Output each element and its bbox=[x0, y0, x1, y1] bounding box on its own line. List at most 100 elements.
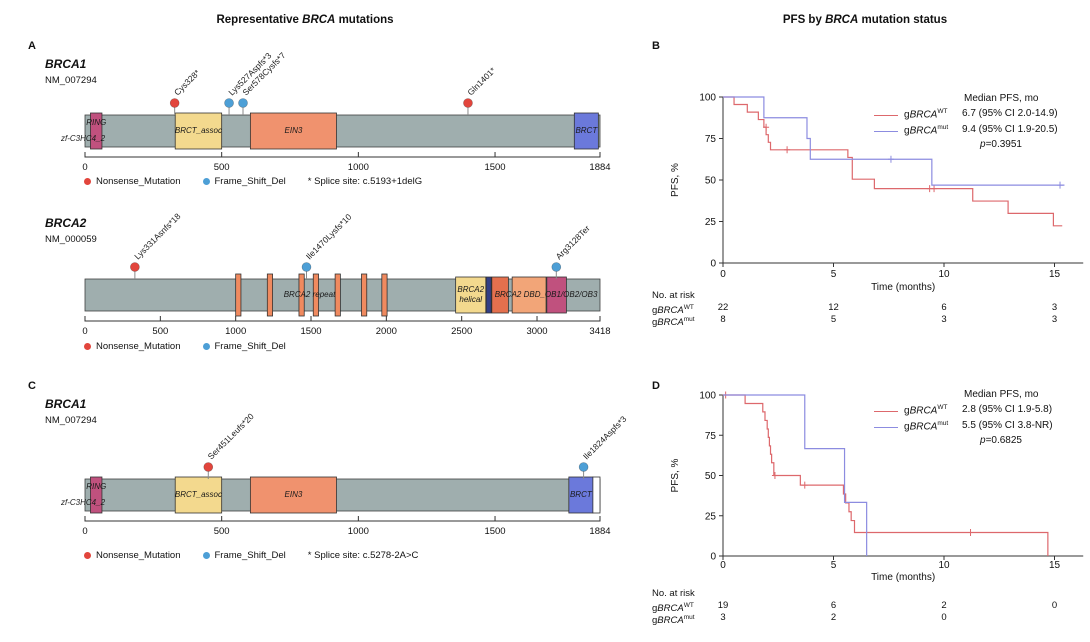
protein-axis-tick-500: 500 bbox=[152, 326, 168, 337]
risk-table-title: No. at risk bbox=[652, 290, 695, 301]
km-legend-median-text: 5.5 (95% CI 3.8-NR) bbox=[962, 419, 1053, 431]
panel-letter-D: D bbox=[652, 380, 660, 392]
y-tick-label-0: 0 bbox=[710, 259, 716, 270]
risk-count: 19 bbox=[717, 600, 729, 611]
legend-label: Nonsense_Mutation bbox=[96, 550, 181, 561]
protein-axis-tick-1000: 1000 bbox=[348, 526, 369, 537]
protein-axis-tick-1884: 1884 bbox=[589, 162, 610, 173]
legend-label: Frame_Shift_Del bbox=[214, 176, 286, 187]
lollipop-legend-A-BRCA1: Nonsense_Mutation Frame_Shift_Del * Splice… bbox=[84, 176, 422, 187]
right-column-title: PFS by BRCA mutation status bbox=[645, 14, 1085, 26]
x-tick-label-0: 0 bbox=[720, 560, 726, 571]
gene-name-A-BRCA2: BRCA2 bbox=[45, 216, 87, 230]
legend-item-Frame_Shift_Del: Frame_Shift_Del bbox=[202, 341, 286, 352]
risk-table-group-name: gBRCAmut bbox=[652, 316, 695, 329]
protein-axis-tick-2000: 2000 bbox=[376, 326, 397, 337]
km-legend-header: Median PFS, mo bbox=[964, 389, 1039, 400]
risk-count: 12 bbox=[828, 302, 839, 313]
mutation-dot-Ser578Cysfs*7 bbox=[238, 98, 248, 108]
risk-count: 0 bbox=[1051, 600, 1058, 611]
domain-sublabel-zf-C3HC4_2: zf-C3HC4_2 bbox=[60, 498, 106, 507]
protein-axis-tick-0: 0 bbox=[82, 326, 87, 337]
risk-count: 2 bbox=[941, 600, 947, 611]
splice-site-note: * Splice site: c.5278-2A>C bbox=[307, 550, 419, 561]
km-legend-median-text: 9.4 (95% CI 1.9-20.5) bbox=[962, 123, 1058, 135]
protein-axis-tick-500: 500 bbox=[214, 526, 230, 537]
km-legend-entry-gBRCA-WT: gBRCAWT 6.7 (95% CI 2.0-14.9) bbox=[874, 105, 1058, 121]
legend-item-Frame_Shift_Del: Frame_Shift_Del bbox=[202, 176, 286, 187]
x-tick-label-5: 5 bbox=[831, 560, 837, 571]
domain-box-BRCT bbox=[573, 112, 599, 150]
y-tick-label-50: 50 bbox=[705, 471, 717, 482]
domain-label-BRCT_assoc: BRCT_assoc bbox=[175, 490, 222, 499]
right-title-post: mutation status bbox=[858, 14, 948, 26]
lollipop-legend-A-BRCA2: Nonsense_Mutation Frame_Shift_Del bbox=[84, 341, 286, 352]
protein-backbone bbox=[84, 114, 601, 148]
x-axis-label: Time (months) bbox=[871, 572, 935, 583]
protein-backbone bbox=[84, 478, 601, 512]
km-legend-entry-gBRCA-mut: gBRCAmut 9.4 (95% CI 1.9-20.5) bbox=[874, 121, 1058, 137]
km-legend-median-text: 6.7 (95% CI 2.0-14.9) bbox=[962, 107, 1058, 119]
legend-item-Frame_Shift_Del: Frame_Shift_Del bbox=[202, 550, 286, 561]
km-plot-D: 0 25 50 75 100 0 5 10 15 Time (months) PFS, % bbox=[670, 391, 1084, 583]
protein-axis bbox=[84, 316, 601, 322]
mutation-dot-Cys328* bbox=[169, 98, 180, 108]
domain-box bbox=[298, 273, 305, 317]
mutation-dot-Ile1470Lysfs*10 bbox=[301, 262, 312, 272]
censor-mark bbox=[784, 146, 791, 154]
censor-mark bbox=[887, 155, 894, 163]
risk-count: 8 bbox=[720, 314, 726, 325]
km-legend-pvalue: p=0.6825 bbox=[980, 434, 1022, 446]
mutation-dot-Ser451Leufs*20 bbox=[203, 462, 214, 472]
domain-box bbox=[266, 273, 273, 317]
domain-box-BRCT_assoc bbox=[174, 476, 223, 514]
legend-item-Nonsense_Mutation: Nonsense_Mutation bbox=[84, 341, 181, 352]
domain-box bbox=[511, 276, 547, 314]
mutation-label-Ser451Leufs*20: Ser451Leufs*20 bbox=[206, 411, 256, 461]
y-tick-label-100: 100 bbox=[699, 391, 716, 402]
y-tick-label-75: 75 bbox=[705, 134, 717, 145]
legend-label: Frame_Shift_Del bbox=[214, 550, 286, 561]
risk-table-row-gBRCA-mut: gBRCAmut 8 5 3 3 bbox=[652, 314, 1090, 329]
y-axis-label: PFS, % bbox=[670, 458, 681, 492]
km-legend-entry-gBRCA-mut: gBRCAmut 5.5 (95% CI 3.8-NR) bbox=[874, 417, 1053, 433]
x-tick-label-15: 15 bbox=[1049, 560, 1061, 571]
y-axis-label: PFS, % bbox=[670, 163, 681, 197]
domain-box bbox=[361, 273, 368, 317]
floating-domain-label: BRCA2 repeat bbox=[284, 290, 336, 299]
km-curve-gBRCA-mut bbox=[723, 96, 1065, 186]
km-legend-pvalue-row: p=0.6825 bbox=[874, 434, 1053, 447]
legend-item-Nonsense_Mutation: Nonsense_Mutation bbox=[84, 550, 181, 561]
censor-mark bbox=[771, 472, 778, 479]
risk-table-row-gBRCA-mut: gBRCAmut 3 2 0 bbox=[652, 612, 1090, 627]
mutation-label-Arg3128Ter: Arg3128Ter bbox=[554, 223, 592, 261]
right-title-gene: BRCA bbox=[825, 14, 859, 26]
protein-axis bbox=[84, 516, 601, 522]
legend-label: Frame_Shift_Del bbox=[214, 341, 286, 352]
risk-table-row-gBRCA-WT: gBRCAWT 19 6 2 0 bbox=[652, 600, 1090, 614]
km-legend-group-name: gBRCAmut bbox=[904, 124, 949, 137]
risk-count: 5 bbox=[830, 314, 837, 325]
protein-axis-tick-2500: 2500 bbox=[451, 326, 472, 337]
km-legend-line-swatch bbox=[874, 107, 904, 120]
x-axis-label: Time (months) bbox=[871, 282, 935, 293]
panel-letter-B: B bbox=[652, 40, 660, 52]
protein-axis-tick-1500: 1500 bbox=[484, 526, 505, 537]
nonsense-dot-icon bbox=[84, 343, 91, 350]
gene-name-A-BRCA1: BRCA1 bbox=[45, 57, 87, 71]
risk-count: 3 bbox=[941, 314, 947, 325]
risk-count: 3 bbox=[1051, 314, 1058, 325]
frameshift-dot-icon bbox=[202, 552, 210, 559]
y-tick-label-100: 100 bbox=[699, 93, 716, 104]
km-curve-gBRCA-WT bbox=[723, 96, 1063, 227]
censor-mark bbox=[1057, 181, 1064, 189]
risk-count: 2 bbox=[830, 612, 837, 623]
risk-table-group-name: gBRCAmut bbox=[652, 614, 695, 627]
domain-box-RING bbox=[90, 112, 103, 150]
mutation-dot-Arg3128Ter bbox=[551, 262, 562, 272]
km-curve-gBRCA-mut bbox=[723, 394, 868, 556]
mutation-label-Cys328*: Cys328* bbox=[172, 67, 202, 97]
mutation-label-Gln1401*: Gln1401* bbox=[465, 65, 498, 98]
domain-label-RING: RING bbox=[86, 118, 106, 127]
risk-table-D: No. at risk gBRCAWT 19 6 2 0 gBRCAmut 3 2 0 bbox=[652, 588, 1090, 627]
